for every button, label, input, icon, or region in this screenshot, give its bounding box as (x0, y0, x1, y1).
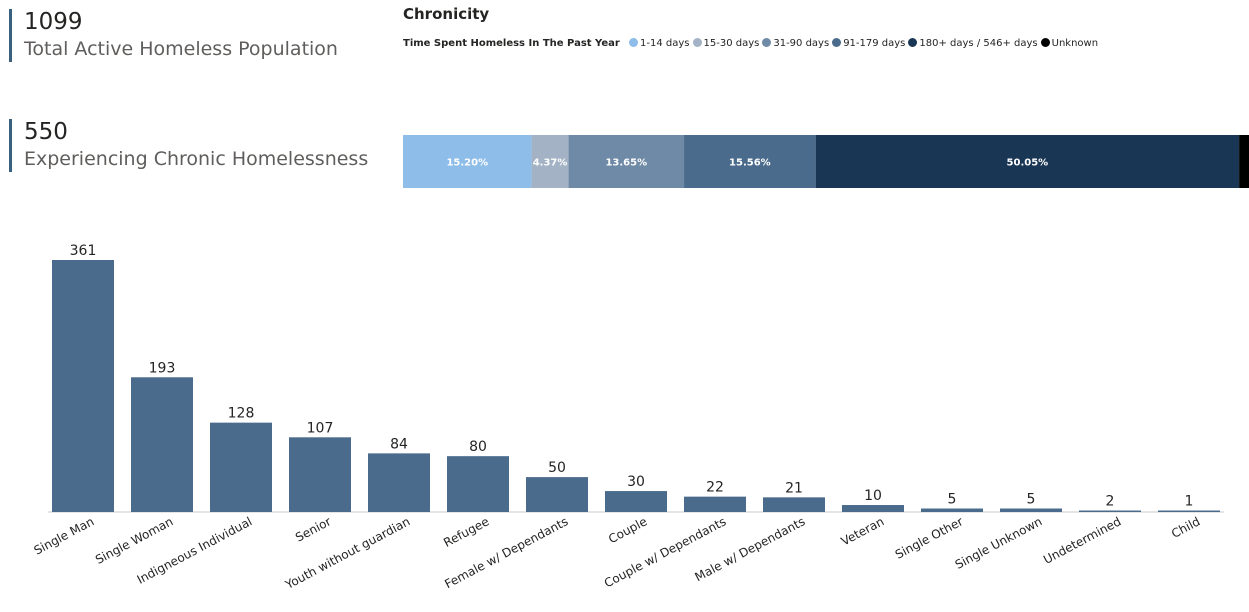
bar-value-label: 21 (785, 480, 803, 496)
bar-value-label: 22 (706, 480, 724, 496)
chronic-homelessness-value: 550 (24, 119, 68, 145)
legend-item-15-30-days[interactable]: 15-30 days (692, 38, 760, 49)
x-tick-label: Single Other (893, 514, 966, 561)
legend-label: 180+ days / 546+ days (919, 38, 1038, 49)
bar-value-label: 2 (1106, 494, 1115, 510)
bar-senior[interactable] (289, 437, 351, 512)
bar-refugee[interactable] (447, 456, 509, 512)
legend-label: 15-30 days (703, 38, 760, 49)
bar-value-label: 361 (70, 243, 97, 259)
x-tick-label: Senior (293, 514, 333, 544)
bar-couple[interactable] (605, 491, 667, 512)
bar-value-label: 80 (469, 439, 487, 455)
stack-segment-180-days-546-days[interactable] (815, 135, 1240, 188)
bar-single-unknown[interactable] (1000, 508, 1062, 512)
legend-dot-icon (1040, 38, 1050, 47)
legend-label: Unknown (1051, 38, 1099, 49)
bar-single-man[interactable] (52, 260, 114, 512)
legend-item-unknown[interactable]: Unknown (1040, 38, 1099, 49)
stack-segment-31-90-days[interactable] (568, 135, 685, 188)
stack-segment-label: 4.37% (533, 158, 568, 169)
legend-dot-icon (692, 38, 702, 47)
x-tick-label: Youth without guardian (282, 514, 412, 592)
legend-dot-icon (832, 38, 842, 47)
chronicity-legend: Time Spent Homeless In The Past Year 1-1… (403, 38, 1101, 49)
bar-value-label: 84 (390, 436, 408, 452)
x-tick-label: Undetermined (1041, 514, 1123, 567)
legend-dot-icon (629, 38, 639, 47)
bar-value-label: 10 (864, 488, 882, 504)
bar-value-label: 128 (228, 406, 255, 422)
legend-label: 1-14 days (640, 38, 690, 49)
legend-title: Time Spent Homeless In The Past Year (403, 38, 620, 49)
legend-dot-icon (908, 38, 918, 47)
bar-youth-without-guardian[interactable] (368, 453, 430, 512)
x-tick-label: Single Man (32, 514, 97, 557)
bar-value-label: 50 (548, 460, 566, 476)
x-tick-label: Veteran (839, 514, 887, 548)
legend-label: 31-90 days (773, 38, 830, 49)
bar-single-woman[interactable] (131, 377, 193, 512)
bar-undetermined[interactable] (1079, 510, 1141, 513)
legend-item-180-days-546-days[interactable]: 180+ days / 546+ days (908, 38, 1038, 49)
chronicity-title: Chronicity (403, 5, 490, 23)
bar-veteran[interactable] (842, 505, 904, 512)
legend-dot-icon (762, 38, 772, 47)
bar-couple-w-dependants[interactable] (684, 496, 746, 512)
legend-item-91-179-days[interactable]: 91-179 days (832, 38, 905, 49)
bar-child[interactable] (1158, 510, 1220, 513)
chronic-homelessness-label: Experiencing Chronic Homelessness (24, 148, 369, 170)
stack-segment-label: 15.20% (446, 158, 488, 169)
bar-indigneous-individual[interactable] (210, 422, 272, 512)
bar-value-label: 30 (627, 474, 645, 490)
bar-single-other[interactable] (921, 508, 983, 512)
stack-segment-label: 15.56% (729, 158, 771, 169)
stack-segment-15-30-days[interactable] (531, 135, 569, 188)
total-population-value: 1099 (24, 9, 83, 35)
x-tick-label: Couple (606, 514, 649, 546)
x-tick-label: Refugee (441, 514, 491, 550)
legend-item-31-90-days[interactable]: 31-90 days (762, 38, 829, 49)
bar-female-w-dependants[interactable] (526, 477, 588, 512)
bar-value-label: 107 (307, 420, 334, 436)
x-tick-label: Child (1169, 514, 1202, 541)
bar-value-label: 1 (1185, 494, 1194, 510)
bar-value-label: 5 (948, 492, 957, 508)
chronic-homelessness-card: 550 Experiencing Chronic Homelessness (9, 119, 368, 172)
legend-item-1-14-days[interactable]: 1-14 days (629, 38, 690, 49)
legend-label: 91-179 days (843, 38, 906, 49)
stack-segment-label: 13.65% (605, 158, 647, 169)
x-tick-label: Single Unknown (953, 514, 1045, 572)
total-population-card: 1099 Total Active Homeless Population (9, 9, 338, 62)
bar-value-label: 193 (149, 360, 176, 376)
total-population-label: Total Active Homeless Population (24, 38, 338, 60)
bar-male-w-dependants[interactable] (763, 497, 825, 512)
bar-value-label: 5 (1027, 492, 1036, 508)
stack-segment-1-14-days[interactable] (403, 135, 532, 188)
chronicity-stacked-bar: 15.20% 4.37% 13.65% 15.56% 50.05% (403, 135, 1249, 188)
stack-segment-91-179-days[interactable] (684, 135, 816, 188)
stack-segment-unknown[interactable] (1239, 135, 1249, 188)
stack-segment-label: 50.05% (1007, 158, 1049, 169)
